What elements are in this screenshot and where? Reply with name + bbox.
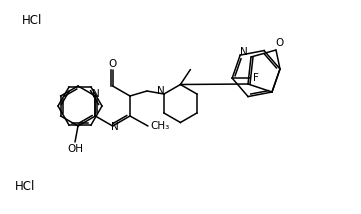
Text: CH₃: CH₃ [150,121,170,131]
Text: F: F [253,73,259,83]
Text: O: O [109,59,117,69]
Text: HCl: HCl [15,180,35,193]
Text: O: O [276,38,284,48]
Text: N: N [92,89,100,99]
Text: N: N [111,122,118,132]
Text: OH: OH [67,144,83,154]
Text: N: N [157,86,165,96]
Text: HCl: HCl [22,13,42,27]
Text: N: N [240,47,248,57]
